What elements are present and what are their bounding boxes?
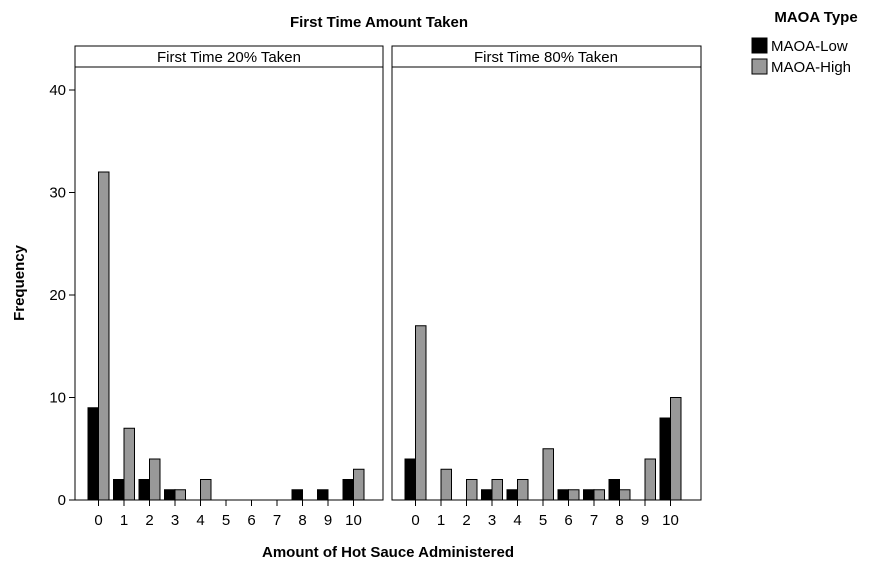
- panel-1-bars: [87, 171, 365, 501]
- x-tick-label-panel1-8: 8: [298, 512, 306, 529]
- legend-label-maoa-low: MAOA-Low: [771, 38, 848, 55]
- x-tick-label-panel2-5: 5: [539, 512, 547, 529]
- y-tick-label-0: 0: [58, 492, 66, 509]
- x-tick-label-panel1-5: 5: [222, 512, 230, 529]
- bar-panel1-maoa-low-10: [342, 479, 354, 501]
- x-tick-label-panel2-3: 3: [488, 512, 496, 529]
- bar-panel2-maoa-high-8: [619, 489, 631, 501]
- legend-label-maoa-high: MAOA-High: [771, 59, 851, 76]
- x-tick-label-panel2-10: 10: [662, 512, 679, 529]
- y-axis-label: Frequency: [11, 244, 28, 321]
- x-tick-label-panel1-1: 1: [120, 512, 128, 529]
- y-tick-label-20: 20: [49, 287, 66, 304]
- bar-panel2-maoa-low-8: [608, 479, 620, 501]
- bar-panel2-maoa-high-3: [491, 479, 503, 501]
- bar-panel2-maoa-low-6: [557, 489, 569, 501]
- y-tick-label-30: 30: [49, 185, 66, 202]
- x-tick-label-panel2-7: 7: [590, 512, 598, 529]
- bar-panel2-maoa-high-7: [593, 489, 605, 501]
- bar-panel2-maoa-high-5: [542, 448, 554, 501]
- bar-panel2-maoa-low-4: [506, 489, 518, 501]
- bar-panel1-maoa-low-3: [164, 489, 176, 501]
- legend-title: MAOA Type: [774, 9, 857, 26]
- x-tick-label-panel1-10: 10: [345, 512, 362, 529]
- bar-panel2-maoa-high-10: [670, 397, 682, 501]
- y-tick-label-10: 10: [49, 390, 66, 407]
- bar-panel1-maoa-high-4: [200, 479, 212, 501]
- x-tick-label-panel2-4: 4: [513, 512, 521, 529]
- bar-panel2-maoa-high-6: [568, 489, 580, 501]
- legend-swatch-maoa-low: [751, 37, 768, 54]
- bar-panel1-maoa-low-9: [317, 489, 329, 501]
- bar-panel2-maoa-high-1: [440, 468, 452, 501]
- bar-panel1-maoa-low-8: [291, 489, 303, 501]
- panel-2-bars: [404, 325, 682, 501]
- bar-panel1-maoa-low-1: [113, 479, 125, 501]
- bar-panel2-maoa-high-0: [415, 325, 427, 501]
- bar-panel1-maoa-high-0: [98, 171, 110, 501]
- x-tick-label-panel1-9: 9: [324, 512, 332, 529]
- x-tick-label-panel1-0: 0: [94, 512, 102, 529]
- x-axis-label: Amount of Hot Sauce Administered: [262, 544, 514, 561]
- y-tick-label-40: 40: [49, 82, 66, 99]
- bar-panel2-maoa-low-3: [481, 489, 493, 501]
- bar-panel2-maoa-high-2: [466, 479, 478, 501]
- x-tick-label-panel2-2: 2: [462, 512, 470, 529]
- panel-2-title-strip: [391, 45, 702, 68]
- panel-1: First Time 20% Taken 0 1 2 3 4 5 6 7 8 9 10: [74, 45, 384, 529]
- legend: MAOA Type MAOA-Low MAOA-High: [751, 9, 858, 76]
- legend-swatch-maoa-high: [751, 58, 768, 75]
- x-tick-label-panel1-2: 2: [145, 512, 153, 529]
- bar-panel1-maoa-high-1: [123, 427, 135, 501]
- panel-1-x-ticks: 0 1 2 3 4 5 6 7 8 9 10: [94, 500, 362, 529]
- x-tick-label-panel2-8: 8: [615, 512, 623, 529]
- bar-panel2-maoa-low-0: [404, 458, 416, 501]
- bar-panel1-maoa-high-10: [353, 468, 365, 501]
- panel-2: First Time 80% Taken 0 1 2 3 4 5 6 7 8 9 10: [391, 45, 702, 529]
- bar-panel1-maoa-low-2: [138, 479, 150, 501]
- panel-2-frame: [391, 66, 702, 501]
- x-tick-label-panel1-6: 6: [247, 512, 255, 529]
- chart-title: First Time Amount Taken: [290, 14, 468, 31]
- bar-panel2-maoa-low-10: [659, 417, 671, 501]
- panel-1-frame: [74, 66, 384, 501]
- bar-panel1-maoa-high-3: [174, 489, 186, 501]
- panel-2-x-ticks: 0 1 2 3 4 5 6 7 8 9 10: [411, 500, 679, 529]
- x-tick-label-panel2-6: 6: [564, 512, 572, 529]
- x-tick-label-panel2-1: 1: [437, 512, 445, 529]
- bar-panel2-maoa-high-9: [644, 458, 656, 501]
- bar-panel1-maoa-high-2: [149, 458, 161, 501]
- panel-2-title: First Time 80% Taken: [474, 49, 618, 66]
- x-tick-label-panel2-9: 9: [641, 512, 649, 529]
- x-tick-label-panel1-4: 4: [196, 512, 204, 529]
- x-tick-label-panel2-0: 0: [411, 512, 419, 529]
- bar-panel1-maoa-low-0: [87, 407, 99, 501]
- x-tick-label-panel1-7: 7: [273, 512, 281, 529]
- y-axis: 0 10 20 30 40: [49, 67, 76, 509]
- panel-1-title: First Time 20% Taken: [157, 49, 301, 66]
- panel-1-title-strip: [74, 45, 384, 68]
- x-tick-label-panel1-3: 3: [171, 512, 179, 529]
- bar-panel2-maoa-low-7: [583, 489, 595, 501]
- bar-panel2-maoa-high-4: [517, 479, 529, 501]
